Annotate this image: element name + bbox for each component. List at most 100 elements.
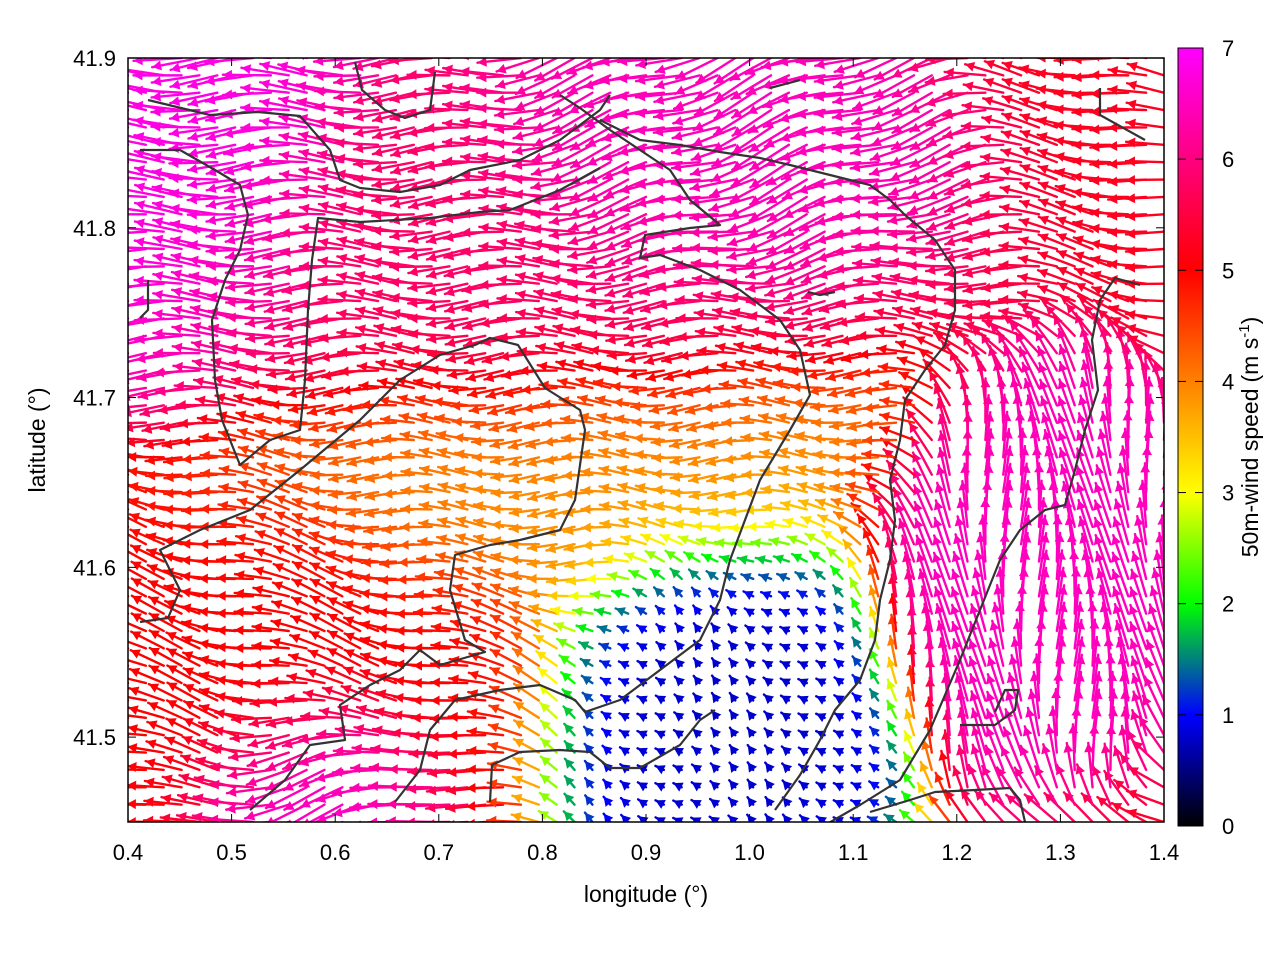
wind-vector [846, 492, 880, 511]
wind-vector [832, 747, 845, 757]
wind-vector [728, 674, 740, 686]
wind-vector [128, 585, 148, 598]
wind-vector [780, 711, 792, 722]
wind-vector [883, 813, 898, 822]
wind-vector [386, 781, 433, 792]
wind-vector [128, 820, 130, 822]
colorbar-tick-label: 7 [1222, 36, 1234, 61]
wind-vector [1129, 586, 1148, 633]
wind-vector [868, 762, 880, 773]
wind-vector [274, 511, 308, 529]
wind-vector [725, 588, 737, 600]
wind-vector [614, 607, 630, 617]
wind-vector [673, 693, 685, 705]
colorbar-unit: (m s [1237, 338, 1263, 383]
wind-vector [687, 568, 701, 581]
wind-vector [868, 725, 880, 737]
wind-vector [128, 724, 165, 737]
wind-vector [308, 546, 344, 563]
wind-vector [745, 658, 757, 670]
wind-vector [851, 692, 863, 704]
wind-vector [343, 648, 380, 667]
wind-vector [269, 637, 308, 650]
wind-vector [797, 498, 826, 511]
wind-vector [763, 744, 775, 756]
wind-vector [284, 820, 290, 822]
wind-vector [970, 585, 987, 633]
wind-vector [672, 764, 684, 775]
wind-vector [652, 586, 666, 598]
wind-vector [692, 622, 704, 634]
wind-vector [760, 608, 773, 618]
wind-vector [282, 716, 326, 726]
wind-vector [471, 582, 505, 598]
wind-vector [1111, 551, 1130, 598]
wind-vector [467, 670, 505, 685]
wind-vector [545, 575, 576, 586]
wind-vector [598, 501, 630, 512]
wind-vector [644, 549, 666, 563]
wind-vector [128, 817, 165, 822]
wind-vector [832, 584, 844, 598]
wind-vector [526, 525, 558, 536]
wind-vector [508, 523, 541, 534]
wind-vector [690, 798, 702, 809]
y-tick-label: 41.5 [73, 725, 116, 750]
wind-vector [1125, 789, 1164, 806]
wind-vector [254, 529, 290, 546]
wind-vector [814, 498, 844, 511]
wind-vector [919, 760, 933, 789]
wind-vector [867, 798, 880, 809]
wind-vector [1162, 453, 1164, 494]
wind-vector [664, 549, 683, 563]
wind-vector [128, 761, 165, 772]
wind-vector [563, 757, 576, 772]
wind-vector [489, 455, 523, 466]
wind-vector [902, 751, 916, 772]
wind-vector [332, 746, 380, 757]
wind-vector [446, 748, 487, 759]
wind-vector [425, 785, 469, 796]
wind-vector [598, 483, 630, 494]
wind-vector [911, 451, 933, 494]
wind-vector [598, 642, 612, 652]
wind-vector [620, 534, 648, 546]
wind-vector [431, 604, 469, 615]
wind-vector [436, 534, 469, 546]
wind-vector [128, 317, 130, 320]
wind-vector [632, 587, 648, 598]
wind-vector [708, 587, 720, 599]
wind-vector [301, 58, 308, 60]
wind-vector [405, 784, 451, 795]
wind-vector [850, 728, 863, 739]
wind-vector [668, 438, 701, 450]
wind-vector [867, 564, 880, 598]
wind-vector [165, 717, 201, 737]
wind-vector [815, 677, 827, 688]
wind-vector [727, 814, 739, 822]
wind-vector [128, 799, 165, 810]
wind-vector [913, 802, 933, 822]
wind-vector [700, 553, 719, 563]
wind-vector [236, 427, 273, 442]
wind-vector [580, 674, 594, 686]
wind-vector [599, 659, 612, 670]
wind-vector [464, 801, 505, 812]
wind-vector [508, 473, 541, 485]
wind-vector [396, 574, 433, 585]
wind-vector [797, 746, 810, 757]
wind-vector [1040, 412, 1059, 459]
wind-vector [1131, 690, 1148, 737]
wind-vector [448, 674, 487, 685]
wind-vector [1023, 793, 1059, 822]
wind-vector [833, 694, 845, 705]
wind-vector [1114, 480, 1130, 529]
wind-vector [539, 701, 558, 720]
wind-vector [672, 799, 684, 809]
wind-vector [779, 694, 792, 705]
wind-vector [563, 792, 576, 806]
wind-vector [429, 695, 469, 706]
wind-vector [291, 560, 326, 581]
wind-vector [128, 705, 165, 720]
